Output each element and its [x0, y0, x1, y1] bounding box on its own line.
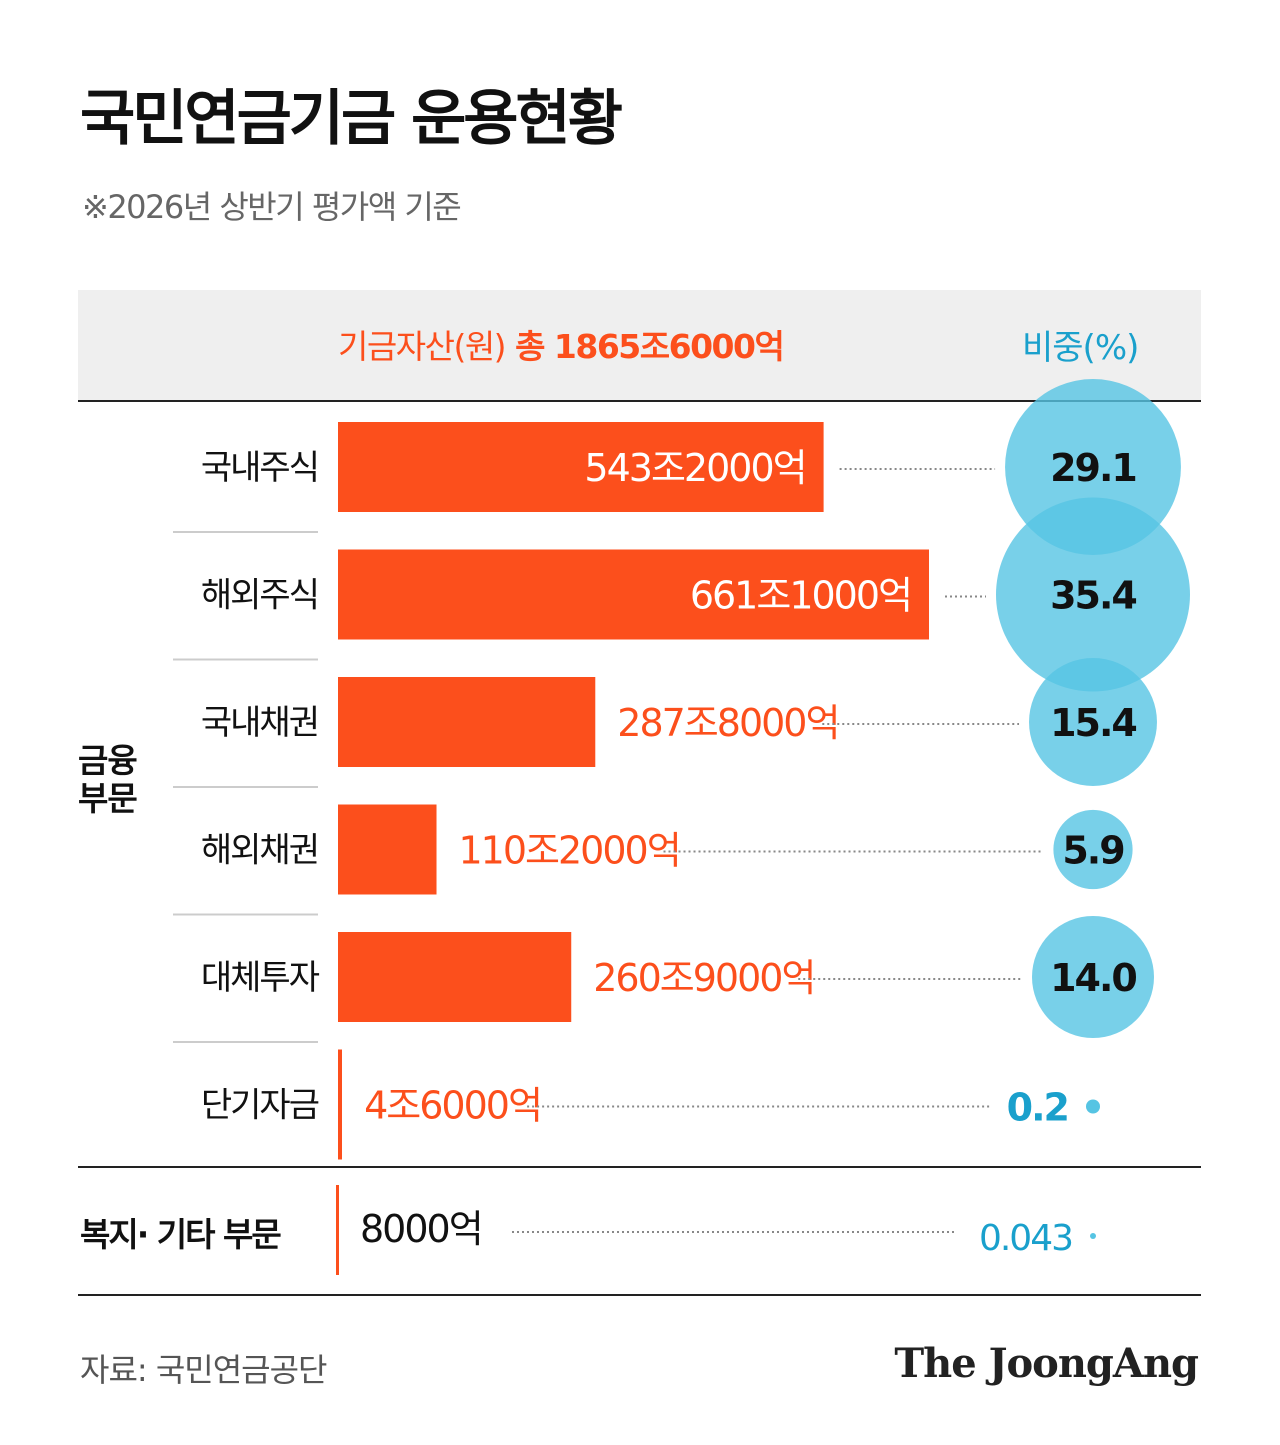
share-bubble [1031, 915, 1155, 1039]
table-header [78, 290, 1201, 402]
share-bubble [1086, 1099, 1100, 1114]
source-note: 자료: 국민연금공단 [80, 1351, 327, 1389]
header-assets-label: 기금자산(원) [338, 327, 507, 366]
category-label: 국내채권 [201, 703, 318, 743]
value-label: 543조2000억 [584, 446, 805, 490]
header-share-label: 비중(%) [1022, 328, 1139, 368]
share-bubble [1053, 809, 1133, 890]
share-label: 0.2 [1007, 1086, 1068, 1130]
share-label: 0.043 [979, 1218, 1072, 1259]
welfare-label: 복지· 기타 부문 [80, 1215, 282, 1254]
bar [338, 677, 596, 767]
category-label: 해외채권 [201, 831, 318, 871]
section-label-finance: 금융 부문 [78, 741, 138, 818]
category-label: 단기자금 [201, 1086, 319, 1126]
value-label: 661조1000억 [690, 574, 911, 618]
bar [338, 1049, 342, 1160]
share-bubble [1090, 1233, 1096, 1239]
brand-logo: The JoongAng [894, 1340, 1199, 1387]
bar [338, 549, 929, 640]
category-label: 해외주식 [201, 576, 318, 616]
value-label: 260조9000억 [593, 956, 814, 1000]
header-assets: 기금자산(원) 총 1865조6000억 [338, 320, 785, 368]
share-label: 5.9 [1062, 829, 1124, 873]
page-subtitle: ※2026년 상반기 평가액 기준 [82, 188, 462, 226]
bar [338, 804, 437, 895]
share-label: 35.4 [1050, 574, 1136, 618]
value-label: 287조8000억 [617, 701, 838, 745]
share-label: 15.4 [1050, 701, 1136, 745]
share-label: 29.1 [1050, 446, 1136, 490]
bar [338, 422, 824, 512]
header-total-label: 총 1865조6000억 [515, 327, 785, 366]
category-label: 대체투자 [201, 958, 320, 998]
category-label: 국내주식 [201, 448, 318, 488]
value-label: 110조2000억 [459, 829, 680, 873]
share-bubble [1029, 658, 1157, 786]
share-label: 14.0 [1050, 956, 1136, 1000]
bar [338, 932, 572, 1022]
value-label: 8000억 [360, 1207, 482, 1251]
bar [336, 1185, 339, 1275]
value-label: 4조6000억 [364, 1084, 541, 1128]
share-bubble [996, 497, 1190, 692]
page-title: 국민연금기금 운용현황 [80, 84, 623, 154]
